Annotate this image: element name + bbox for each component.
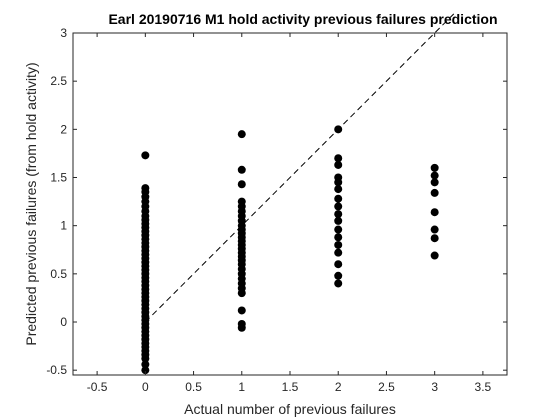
y-tick-label: -0.5 — [46, 363, 67, 377]
data-point — [334, 216, 343, 225]
y-tick-label: 0 — [60, 315, 67, 329]
data-point — [430, 208, 439, 217]
data-point — [334, 160, 343, 169]
data-point — [334, 225, 343, 234]
x-tick-label: -0.5 — [87, 380, 108, 394]
data-point — [430, 171, 439, 180]
data-point — [141, 354, 150, 363]
y-tick-label: 2.5 — [50, 74, 67, 88]
data-point — [334, 279, 343, 288]
data-point — [430, 225, 439, 234]
data-point — [237, 130, 246, 139]
y-tick-label: 0.5 — [50, 267, 67, 281]
x-axis-label: Actual number of previous failures — [184, 401, 396, 417]
data-point — [430, 251, 439, 260]
data-point — [334, 248, 343, 257]
x-tick-label: 0 — [142, 380, 149, 394]
data-point — [334, 185, 343, 194]
data-points — [141, 125, 439, 375]
data-point — [334, 202, 343, 211]
data-point — [141, 366, 150, 375]
y-tick-label: 3 — [60, 26, 67, 40]
data-point — [334, 240, 343, 249]
x-axis: -0.5 0 0.5 1 1.5 2 2.5 3 3.5 — [87, 33, 492, 394]
data-point — [334, 271, 343, 280]
data-point — [237, 289, 246, 298]
data-point — [237, 165, 246, 174]
data-point — [237, 180, 246, 189]
y-tick-label: 2 — [60, 122, 67, 136]
chart-title: Earl 20190716 M1 hold activity previous … — [108, 11, 497, 27]
data-point — [430, 163, 439, 172]
data-point — [237, 306, 246, 315]
x-tick-label: 1 — [238, 380, 245, 394]
x-tick-label: 2 — [335, 380, 342, 394]
y-tick-label: 1 — [60, 219, 67, 233]
x-tick-label: 1.5 — [282, 380, 299, 394]
data-point — [334, 233, 343, 242]
y-axis-label: Predicted previous failures (from hold a… — [23, 62, 39, 345]
data-point — [141, 151, 150, 160]
data-point — [334, 178, 343, 187]
data-point — [430, 178, 439, 187]
y-axis: -0.5 0 0.5 1 1.5 2 2.5 3 — [46, 26, 507, 377]
x-tick-label: 2.5 — [378, 380, 395, 394]
data-point — [334, 210, 343, 219]
data-point — [334, 154, 343, 163]
data-point — [430, 234, 439, 243]
data-point — [334, 194, 343, 203]
data-point — [237, 323, 246, 332]
data-point — [334, 260, 343, 269]
x-tick-label: 3 — [431, 380, 438, 394]
x-tick-label: 3.5 — [475, 380, 492, 394]
data-point — [141, 360, 150, 369]
reference-line — [144, 13, 455, 323]
x-tick-label: 0.5 — [185, 380, 202, 394]
y-tick-label: 1.5 — [50, 171, 67, 185]
data-point — [430, 188, 439, 197]
plot-area — [72, 32, 508, 376]
